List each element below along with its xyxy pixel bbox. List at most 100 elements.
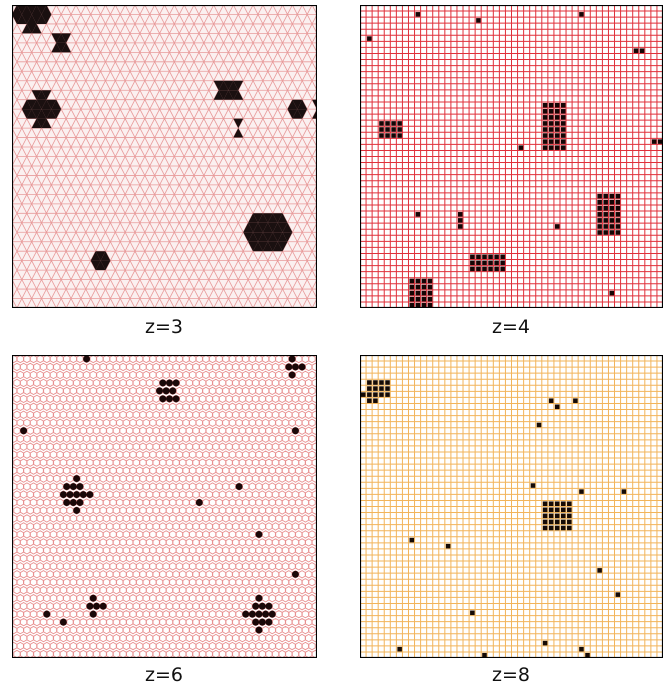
z3-occupied-site — [41, 14, 52, 24]
z4-occupied-site — [421, 302, 427, 308]
z3-occupied-site — [257, 222, 268, 233]
z6-occupied-site — [63, 499, 71, 506]
z3-occupied-site — [12, 14, 22, 24]
z4-occupied-site — [482, 260, 487, 266]
z4-occupied-site — [597, 199, 602, 205]
z4-occupied-site — [597, 193, 602, 199]
z4-occupied-site — [633, 48, 639, 53]
z3-occupied-site — [26, 23, 37, 34]
z4-occupied-site — [482, 266, 487, 272]
z8-occupied-site — [379, 380, 384, 385]
z3-occupied-site — [213, 90, 224, 100]
z3-occupied-site — [95, 260, 106, 271]
z4-occupied-site — [397, 127, 402, 132]
z3-occupied-site — [223, 80, 234, 91]
z4-occupied-site — [470, 266, 475, 272]
z4-occupied-site — [500, 254, 505, 260]
z8-occupied-site — [367, 386, 372, 391]
z4-occupied-site — [494, 260, 499, 266]
z4-occupied-site — [603, 199, 608, 205]
z4-occupied-site — [560, 109, 566, 114]
z4-occupied-site — [603, 224, 608, 229]
z4-occupied-site — [560, 115, 566, 120]
z4-occupied-site — [367, 36, 372, 41]
z3-occupied-site — [51, 33, 62, 43]
z4-occupied-site — [542, 121, 548, 126]
z4-occupied-site — [427, 284, 433, 290]
z3-occupied-site — [277, 213, 288, 223]
z6-occupied-site — [258, 618, 266, 626]
z8-occupied-site — [548, 525, 554, 531]
z4-occupied-site — [476, 266, 481, 272]
z4-occupied-site — [494, 266, 499, 272]
z3-occupied-site — [228, 80, 239, 91]
z4-occupied-site — [409, 296, 415, 302]
z6-occupied-site — [242, 610, 250, 618]
z3-occupied-site — [253, 222, 263, 233]
z3-occupied-site — [21, 23, 32, 34]
z4-occupied-site — [609, 290, 615, 296]
z8-occupied-site — [554, 519, 560, 525]
z4-occupied-site — [603, 205, 608, 211]
z6-occupied-site — [159, 395, 167, 403]
z3-occupied-site — [248, 241, 258, 252]
z4-occupied-site — [500, 260, 505, 266]
z3-occupied-site — [233, 80, 244, 91]
z8-occupied-site — [379, 386, 384, 391]
z3-occupied-site — [312, 109, 317, 119]
z8-occupied-site — [542, 501, 548, 506]
z4-occupied-site — [427, 296, 433, 302]
z4-occupied-site — [597, 224, 602, 229]
z3-occupied-site — [233, 90, 244, 100]
z3-occupied-site — [282, 232, 293, 242]
z4-occupied-site — [639, 48, 645, 53]
z8-occupied-site — [530, 483, 536, 488]
z4-occupied-site — [657, 139, 663, 144]
z8-occupied-site — [585, 652, 590, 658]
z4-occupied-site — [457, 224, 463, 229]
z4-occupied-site — [391, 127, 396, 132]
z4-occupied-site — [379, 127, 384, 132]
z6-occupied-site — [59, 618, 67, 626]
z6-occupied-site — [79, 491, 87, 498]
z6-occupied-site — [291, 427, 299, 435]
z8-occupied-site — [536, 422, 542, 428]
z6-occupied-site — [235, 483, 243, 491]
z4-occupied-site — [554, 224, 560, 229]
z4-occupied-site — [415, 290, 421, 296]
z3-occupied-site — [272, 222, 283, 233]
z3-occupied-site — [267, 232, 278, 242]
z8-occupied-site — [548, 398, 554, 403]
z3-occupied-site — [36, 99, 47, 110]
z3-occupied-site — [297, 99, 308, 110]
z3-occupied-site — [253, 232, 263, 242]
z4-occupied-site — [476, 18, 481, 23]
z8-occupied-site — [567, 507, 572, 513]
z3-occupied-site — [41, 90, 52, 100]
z3-occupied-site — [31, 14, 42, 24]
z4-occupied-site — [560, 121, 566, 126]
z4-occupied-site — [651, 139, 657, 144]
z8-occupied-site — [542, 513, 548, 519]
z8-occupied-site — [567, 525, 572, 531]
z6-occupied-site — [99, 602, 107, 610]
z6-occupied-site — [93, 602, 100, 610]
z3-occupied-site — [262, 241, 273, 252]
z3-occupied-site — [272, 213, 283, 223]
z6-occupied-site — [268, 610, 276, 618]
z3-occupied-site — [51, 109, 62, 119]
z6-occupied-site — [162, 387, 170, 395]
z6-occupied-site — [89, 594, 97, 602]
z4-occupied-site — [542, 102, 548, 108]
panel-z8 — [360, 355, 663, 658]
z3-occupied-site — [41, 99, 52, 110]
z3-occupied-site — [100, 260, 111, 271]
z8-occupied-site — [367, 398, 372, 403]
z4-occupied-site — [548, 102, 554, 108]
z6-occupied-site — [76, 483, 84, 491]
z4-occupied-site — [609, 212, 615, 217]
z3-occupied-site — [21, 5, 32, 15]
z6-occupied-site — [265, 602, 273, 610]
z8-occupied-site — [385, 386, 390, 391]
z3-occupied-site — [262, 222, 273, 233]
